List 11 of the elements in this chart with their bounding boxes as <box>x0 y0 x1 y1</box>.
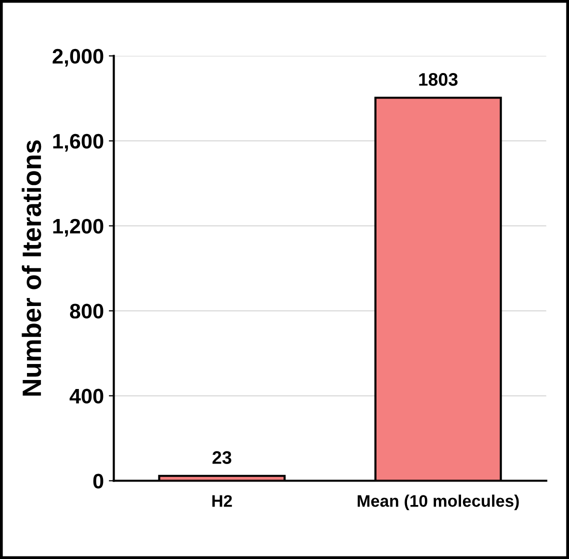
y-tick-label: 1,200 <box>53 218 104 237</box>
y-axis-title: Number of Iterations <box>22 140 42 396</box>
data-label: 23 <box>212 451 232 464</box>
x-tick-label: Mean (10 molecules) <box>358 494 519 510</box>
y-tick-label: 800 <box>70 304 104 319</box>
y-tick-label: 400 <box>70 388 104 404</box>
y-tick-label: 1,600 <box>53 134 104 152</box>
x-tick-label: H2 <box>212 495 232 507</box>
data-label: 1803 <box>419 73 458 86</box>
y-tick-label: 2,000 <box>52 48 104 67</box>
y-tick-label: 0 <box>93 474 104 488</box>
